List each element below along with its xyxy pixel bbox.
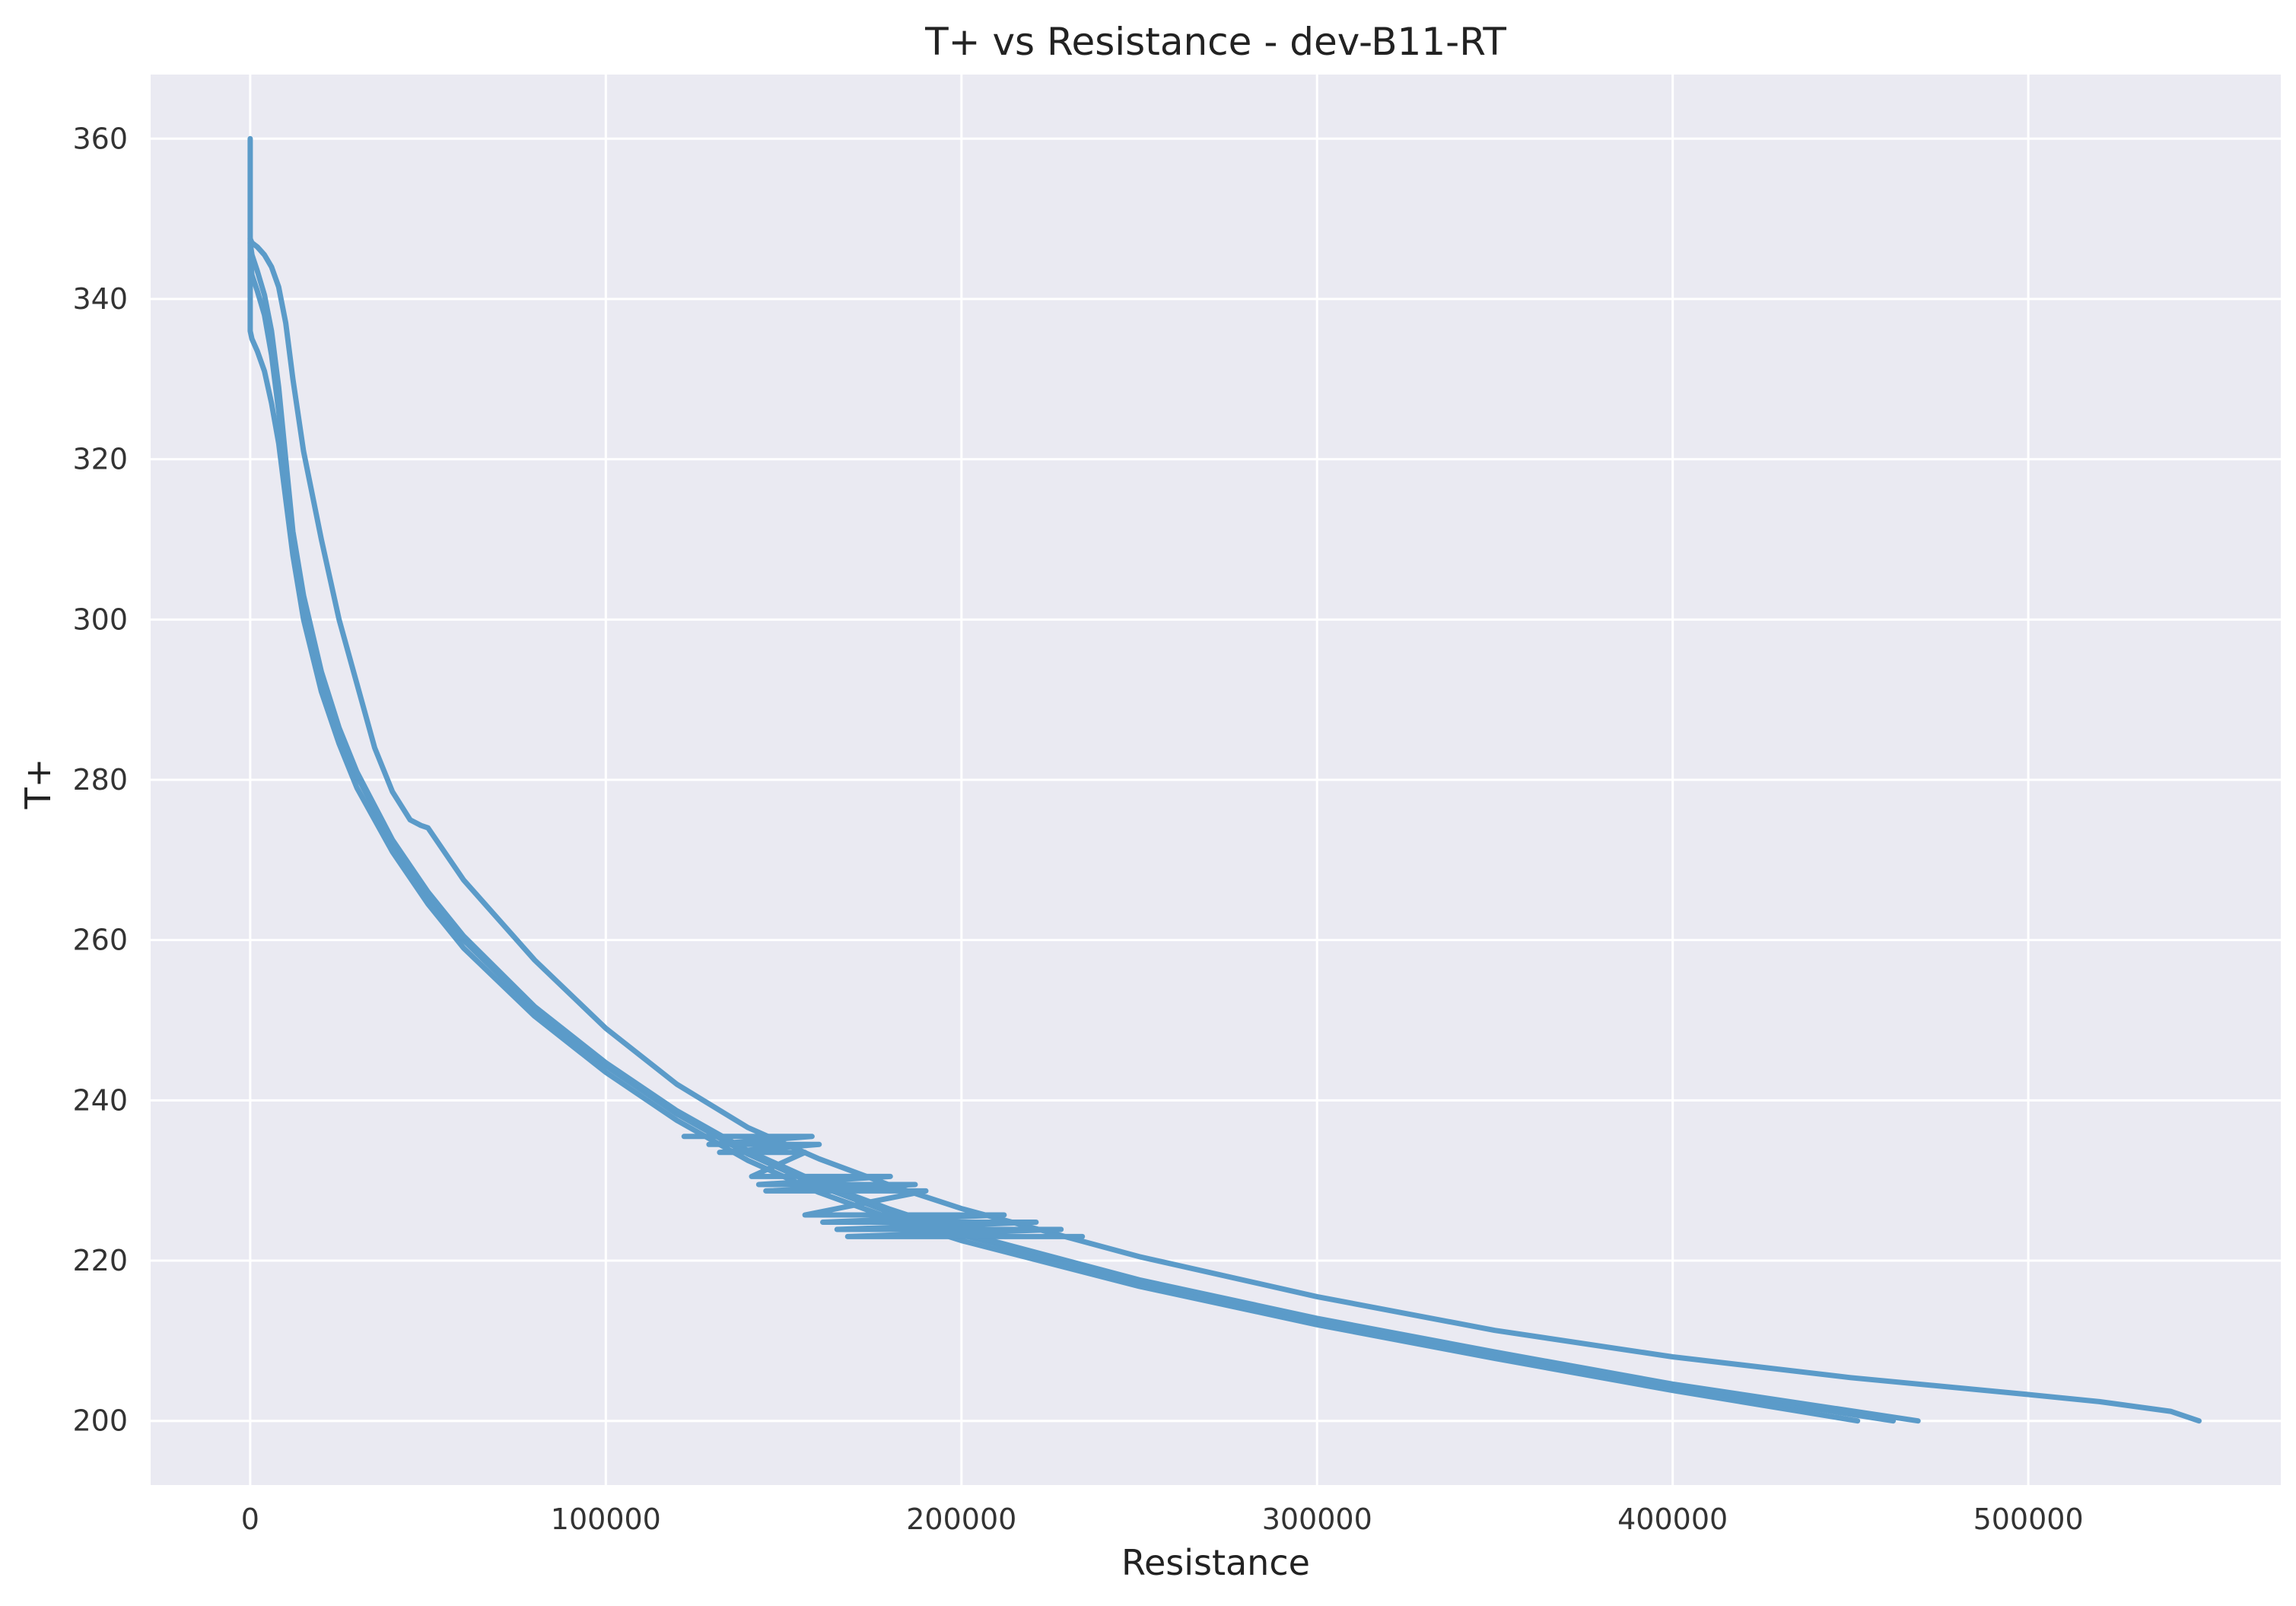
- y-tick-label: 260: [72, 924, 128, 957]
- series-line-2: [247, 240, 1921, 1424]
- y-tick-label: 360: [72, 122, 128, 155]
- chart-title: T+ vs Resistance - dev-B11-RT: [924, 20, 1506, 64]
- y-tick-label: 200: [72, 1404, 128, 1438]
- x-tick-label: 500000: [1973, 1503, 2084, 1536]
- y-tick-label: 320: [72, 443, 128, 476]
- y-tick-label: 300: [72, 603, 128, 636]
- y-tick-label: 240: [72, 1083, 128, 1117]
- x-tick-label: 300000: [1262, 1503, 1372, 1536]
- series-line-0: [247, 135, 1861, 1424]
- x-tick-label: 200000: [906, 1503, 1016, 1536]
- series-line-3: [247, 236, 2202, 1424]
- x-tick-label: 100000: [551, 1503, 661, 1536]
- x-tick-labels: 0 100000 200000 300000 400000 500000: [241, 1503, 2084, 1536]
- x-tick-label: 0: [241, 1503, 259, 1536]
- grid: [151, 75, 2281, 1485]
- y-tick-label: 280: [72, 763, 128, 797]
- series-group: [247, 135, 2202, 1424]
- series-line-4: [681, 1134, 1086, 1239]
- x-axis-label: Resistance: [1121, 1542, 1310, 1583]
- y-tick-labels: 200 220 240 260 280 300 320 340 360: [72, 122, 128, 1437]
- x-tick-label: 400000: [1617, 1503, 1728, 1536]
- y-axis-label: T+: [17, 758, 59, 810]
- y-tick-label: 340: [72, 282, 128, 316]
- y-tick-label: 220: [72, 1244, 128, 1277]
